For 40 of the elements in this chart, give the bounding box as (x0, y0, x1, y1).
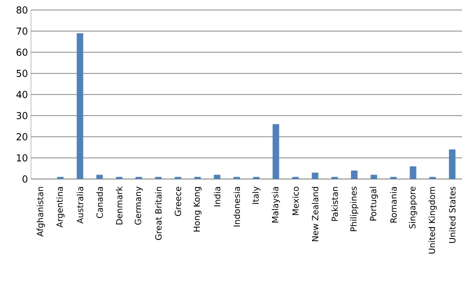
y-tick-label: 20 (16, 133, 28, 140)
x-tick-label: Hong Kong (194, 187, 202, 232)
y-tick-label: 30 (16, 112, 28, 120)
x-tick-label: Philippines (350, 186, 358, 232)
x-tick-label: Singapore (408, 186, 418, 228)
x-tick-label: Great Britain (155, 187, 162, 240)
x-tick-label: Greece (174, 186, 182, 216)
x-tick-label: Argentina (56, 187, 64, 228)
x-tick-label: Canada (96, 187, 103, 218)
x-tick-label: Italy (252, 186, 260, 204)
x-tick-label: Indonesia (233, 187, 240, 226)
x-tick-label: Mexico (292, 186, 299, 216)
x-tick-label: Germany (134, 186, 143, 225)
y-tick-label: 80 (16, 6, 28, 14)
bar (272, 124, 280, 179)
x-tick-label: Romania (390, 187, 397, 222)
bar (351, 170, 358, 179)
bar (448, 149, 456, 179)
x-tick-label: Afghanistan (36, 186, 45, 237)
x-tick-label: New Zealand (312, 187, 318, 242)
x-tick-label: United Kingdom (428, 186, 437, 254)
bar (410, 166, 416, 179)
x-tick-label: Pakistan (331, 186, 338, 221)
bar (214, 174, 220, 179)
y-tick-label: 60 (16, 48, 28, 56)
x-tick-label: India (214, 187, 220, 206)
y-tick-label: 10 (16, 154, 28, 162)
y-tick-label: 70 (16, 28, 28, 35)
x-tick-label: Portugal (370, 187, 378, 221)
x-tick-label: Australia (76, 187, 84, 224)
x-tick-label: Denmark (116, 186, 122, 224)
x-tick-label: Malaysia (272, 187, 280, 222)
y-tick-label: 50 (16, 70, 28, 77)
bar (96, 174, 103, 179)
y-tick-label: 40 (16, 90, 28, 98)
bar (370, 174, 378, 179)
bar (312, 172, 318, 179)
y-tick-label: 0 (22, 175, 28, 183)
bar (76, 33, 84, 179)
x-tick-label: United States (448, 186, 456, 243)
